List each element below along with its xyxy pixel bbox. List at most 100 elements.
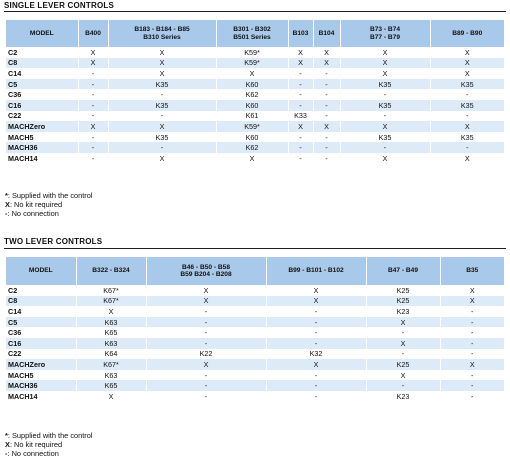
kit-cell: -	[266, 316, 367, 328]
kit-cell: K35	[108, 78, 217, 90]
two-lever-table: MODEL B322 - B324 B46 - B50 - B58 B59 B204 …	[6, 257, 504, 402]
kit-cell: X	[108, 57, 217, 69]
model-cell: C5	[6, 78, 79, 90]
kit-cell: X	[108, 152, 217, 164]
header-text: B310 Series	[143, 33, 181, 41]
kit-cell: X	[340, 68, 431, 79]
single-lever-header-cell: B73 - B74 B77 - B79	[340, 20, 431, 47]
model-cell: MACH5	[6, 131, 79, 143]
kit-cell: -	[108, 142, 217, 153]
single-lever-table-row: C16- K35 K60- - K35 K35	[6, 99, 504, 111]
kit-cell: X	[430, 121, 504, 132]
kit-cell: X	[108, 121, 217, 132]
single-lever-header-cell: B103	[288, 20, 314, 47]
kit-cell: -	[78, 110, 109, 122]
kit-cell: K65	[76, 380, 147, 391]
kit-cell: K63	[76, 369, 147, 381]
header-text: MODEL	[29, 29, 54, 37]
kit-cell: -	[288, 89, 314, 100]
header-text: B322 - B324	[92, 267, 130, 275]
kit-cell: K65	[76, 327, 147, 338]
kit-cell: X	[366, 337, 441, 349]
kit-cell: -	[313, 99, 341, 111]
two-lever-table-row: MACH36 K65- - - -	[6, 380, 504, 391]
two-lever-header-cell: B46 - B50 - B58 B59 B204 - B208	[146, 257, 267, 285]
kit-cell: X	[266, 295, 367, 307]
kit-cell: -	[146, 390, 267, 402]
kit-cell: X	[216, 68, 289, 79]
kit-cell: K35	[340, 78, 431, 90]
kit-cell: X	[108, 47, 217, 58]
kit-cell: K59*	[216, 47, 289, 58]
single-lever-title: SINGLE LEVER CONTROLS	[4, 1, 114, 10]
kit-cell: -	[440, 390, 504, 402]
two-lever-header-cell: B47 - B49	[366, 257, 441, 285]
kit-cell: -	[288, 131, 314, 143]
single-lever-table: MODEL B400 B183 - B184 - B85 B310 Series B30…	[6, 20, 504, 164]
kit-cell: K67*	[76, 359, 147, 370]
kit-cell: X	[340, 152, 431, 164]
single-lever-table-row: C14- X X - - X X	[6, 68, 504, 79]
kit-cell: K22	[146, 348, 267, 360]
kit-cell: K67*	[76, 285, 147, 296]
kit-cell: X	[108, 68, 217, 79]
single-lever-legend: *: Supplied with the control X: No kit re…	[5, 191, 93, 219]
header-text: B73 - B74	[369, 26, 401, 33]
kit-cell: K33	[288, 110, 314, 122]
kit-cell: -	[340, 110, 431, 122]
two-lever-header-cell: B35	[440, 257, 504, 285]
kit-cell: -	[108, 89, 217, 100]
two-lever-table-row: MACH14 X - - K23-	[6, 390, 504, 402]
single-lever-header-row: MODEL B400 B183 - B184 - B85 B310 Series B30…	[6, 20, 504, 47]
legend-key: *	[5, 191, 8, 200]
kit-cell: X	[440, 285, 504, 296]
single-lever-header-cell: B89 - B90	[430, 20, 504, 47]
kit-cell: -	[108, 110, 217, 122]
legend-line: X: No kit required	[5, 200, 93, 209]
kit-cell: -	[366, 380, 441, 391]
kit-cell: -	[340, 89, 431, 100]
single-lever-table-row: MACH36- - K62- - - -	[6, 142, 504, 153]
kit-cell: -	[146, 306, 267, 317]
header-text: B47 - B49	[387, 267, 419, 275]
model-cell: MACH14	[6, 152, 79, 164]
header-text: B46 - B50 - B58	[181, 263, 230, 271]
kit-cell: X	[366, 316, 441, 328]
kit-cell: K60	[216, 78, 289, 90]
model-cell: C36	[6, 327, 77, 338]
kit-cell: X	[430, 152, 504, 164]
kit-cell: K35	[430, 99, 504, 111]
kit-cell: -	[146, 380, 267, 391]
kit-cell: -	[313, 110, 341, 122]
header-text: B400	[85, 29, 101, 37]
kit-cell: X	[146, 295, 267, 307]
kit-cell: K64	[76, 348, 147, 360]
kit-cell: X	[340, 47, 431, 58]
kit-cell: X	[78, 121, 109, 132]
kit-cell: -	[313, 89, 341, 100]
single-lever-table-row: C36- - K62- - - -	[6, 89, 504, 100]
single-lever-header-cell: B301 - B302 B501 Series	[216, 20, 289, 47]
single-lever-table-row: C8 X X K59* X X X X	[6, 57, 504, 69]
header-text: MODEL	[28, 267, 53, 275]
kit-cell: X	[430, 57, 504, 69]
model-cell: C16	[6, 337, 77, 349]
header-text: B103	[292, 29, 309, 37]
kit-cell: X	[216, 152, 289, 164]
header-text: B501 Series	[233, 33, 271, 41]
two-lever-table-row: C22 K64 K22 K32- -	[6, 348, 504, 360]
kit-cell: K67*	[76, 295, 147, 307]
header-text: B89 - B90	[452, 29, 483, 37]
model-cell: C2	[6, 47, 79, 58]
header-text: B99 - B101 - B102	[288, 267, 344, 275]
kit-cell: X	[76, 306, 147, 317]
model-cell: C2	[6, 285, 77, 296]
kit-cell: K35	[340, 99, 431, 111]
kit-cell: K61	[216, 110, 289, 122]
model-cell: MACH36	[6, 380, 77, 391]
kit-cell: X	[288, 47, 314, 58]
model-cell: MACH14	[6, 390, 77, 402]
kit-cell: K63	[76, 316, 147, 328]
kit-cell: K35	[430, 131, 504, 143]
kit-cell: -	[430, 142, 504, 153]
